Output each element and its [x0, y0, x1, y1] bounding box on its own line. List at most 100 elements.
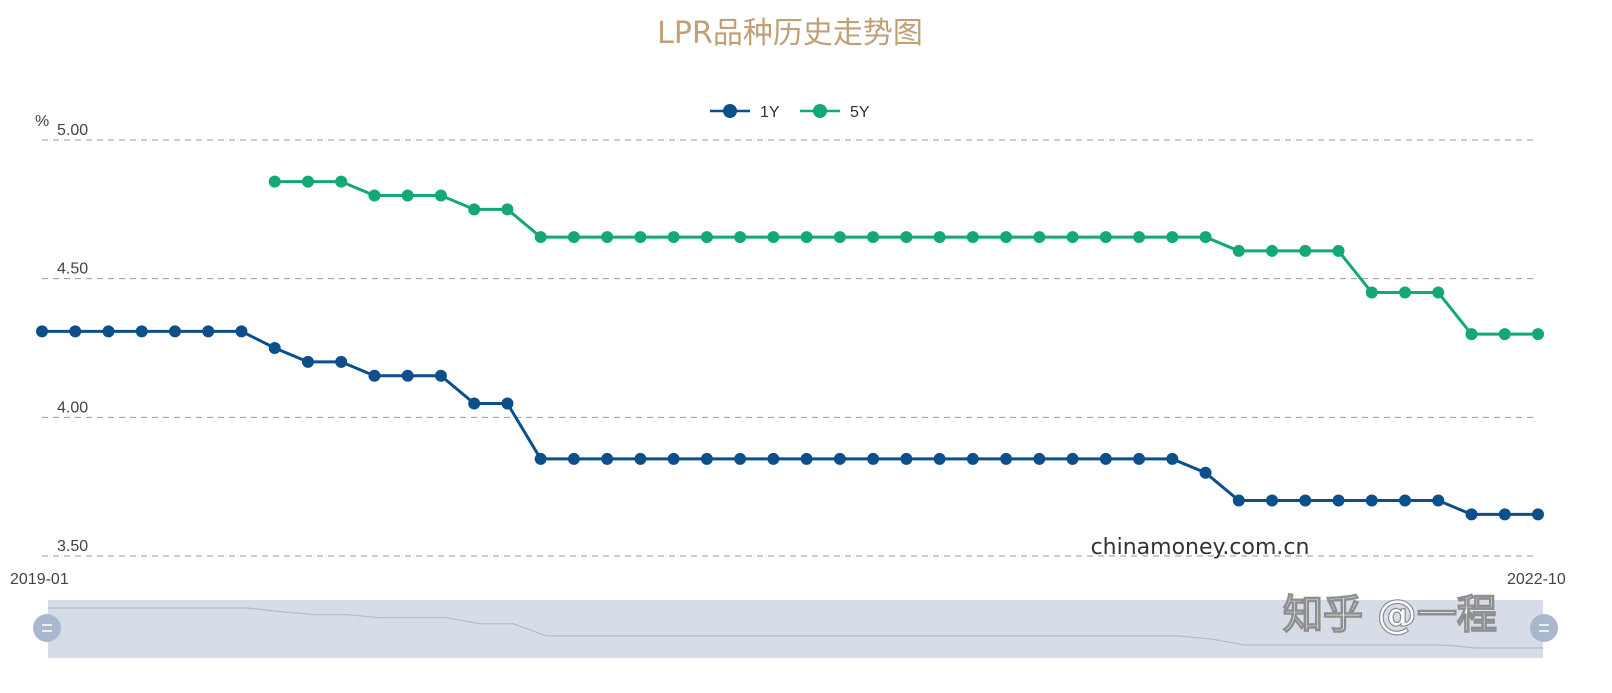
series-group — [36, 175, 1544, 521]
data-point-1y[interactable] — [833, 452, 846, 465]
data-point-1y[interactable] — [335, 355, 348, 368]
data-point-1y[interactable] — [168, 325, 181, 338]
data-point-1y[interactable] — [900, 452, 913, 465]
data-point-5y[interactable] — [667, 231, 680, 244]
data-point-5y[interactable] — [1066, 231, 1079, 244]
data-point-5y[interactable] — [800, 231, 813, 244]
data-point-5y[interactable] — [1166, 231, 1179, 244]
data-point-1y[interactable] — [1066, 452, 1079, 465]
data-point-5y[interactable] — [468, 203, 481, 216]
data-point-1y[interactable] — [1432, 494, 1445, 507]
data-point-1y[interactable] — [1199, 466, 1212, 479]
data-point-5y[interactable] — [933, 231, 946, 244]
data-point-5y[interactable] — [1432, 286, 1445, 299]
data-point-5y[interactable] — [1498, 328, 1511, 341]
data-point-1y[interactable] — [966, 452, 979, 465]
data-zoom-slider[interactable] — [33, 600, 1558, 658]
slider-track[interactable] — [48, 600, 1543, 658]
data-point-5y[interactable] — [700, 231, 713, 244]
y-tick-label: 5.00 — [57, 122, 88, 139]
data-point-1y[interactable] — [1133, 452, 1146, 465]
slider-handle-right-knob[interactable] — [1530, 614, 1558, 642]
data-point-5y[interactable] — [501, 203, 514, 216]
data-point-1y[interactable] — [1232, 494, 1245, 507]
data-point-1y[interactable] — [567, 452, 580, 465]
data-point-1y[interactable] — [202, 325, 215, 338]
data-point-1y[interactable] — [102, 325, 115, 338]
data-point-1y[interactable] — [268, 342, 281, 354]
data-point-5y[interactable] — [1332, 244, 1345, 257]
data-point-5y[interactable] — [434, 189, 447, 202]
data-point-1y[interactable] — [1365, 494, 1378, 507]
data-point-1y[interactable] — [534, 452, 547, 465]
data-point-1y[interactable] — [301, 355, 314, 368]
data-point-5y[interactable] — [1365, 286, 1378, 299]
data-point-1y[interactable] — [69, 325, 82, 338]
data-point-5y[interactable] — [1232, 244, 1245, 257]
data-point-5y[interactable] — [734, 231, 747, 244]
data-point-5y[interactable] — [601, 231, 614, 244]
data-point-1y[interactable] — [634, 452, 647, 465]
slider-handle-left[interactable] — [33, 614, 61, 642]
data-point-5y[interactable] — [634, 231, 647, 244]
data-point-1y[interactable] — [235, 325, 248, 338]
data-point-5y[interactable] — [301, 175, 314, 188]
data-point-1y[interactable] — [434, 369, 447, 382]
data-point-1y[interactable] — [1299, 494, 1312, 507]
data-point-5y[interactable] — [1199, 231, 1212, 244]
data-point-5y[interactable] — [1033, 231, 1046, 244]
data-point-1y[interactable] — [767, 452, 780, 465]
data-point-1y[interactable] — [1498, 508, 1511, 521]
data-point-5y[interactable] — [1099, 231, 1112, 244]
slider-handle-right[interactable] — [1530, 614, 1558, 642]
data-point-5y[interactable] — [767, 231, 780, 244]
data-point-1y[interactable] — [800, 452, 813, 465]
data-point-1y[interactable] — [368, 369, 381, 382]
data-point-5y[interactable] — [867, 231, 880, 244]
data-point-1y[interactable] — [468, 397, 481, 410]
y-tick-label: 3.50 — [57, 538, 88, 555]
data-point-1y[interactable] — [1099, 452, 1112, 465]
data-point-1y[interactable] — [667, 452, 680, 465]
data-point-5y[interactable] — [1133, 231, 1146, 244]
y-axis-ticks: 5.00 4.50 4.00 3.50 — [57, 122, 88, 555]
data-point-5y[interactable] — [1000, 231, 1013, 244]
data-point-5y[interactable] — [368, 189, 381, 202]
data-point-1y[interactable] — [700, 452, 713, 465]
data-point-1y[interactable] — [135, 325, 148, 338]
data-point-1y[interactable] — [1332, 494, 1345, 507]
data-point-1y[interactable] — [601, 452, 614, 465]
data-point-5y[interactable] — [900, 231, 913, 244]
legend-item-1y[interactable]: 1Y — [710, 104, 780, 121]
data-point-5y[interactable] — [1399, 286, 1412, 299]
data-point-5y[interactable] — [1266, 244, 1279, 257]
data-point-1y[interactable] — [401, 369, 414, 382]
legend[interactable]: 1Y 5Y — [710, 104, 870, 121]
data-point-1y[interactable] — [734, 452, 747, 465]
data-point-5y[interactable] — [1299, 244, 1312, 257]
data-point-1y[interactable] — [1033, 452, 1046, 465]
data-point-1y[interactable] — [501, 397, 514, 410]
data-point-1y[interactable] — [1266, 494, 1279, 507]
slider-handle-left-knob[interactable] — [33, 614, 61, 642]
legend-5y-label: 5Y — [850, 104, 870, 121]
data-point-5y[interactable] — [1532, 328, 1544, 341]
legend-item-5y[interactable]: 5Y — [800, 104, 870, 121]
data-point-1y[interactable] — [1399, 494, 1412, 507]
data-point-5y[interactable] — [534, 231, 547, 244]
data-point-1y[interactable] — [867, 452, 880, 465]
data-point-5y[interactable] — [401, 189, 414, 202]
data-point-1y[interactable] — [36, 325, 48, 338]
data-point-5y[interactable] — [335, 175, 348, 188]
data-point-1y[interactable] — [1465, 508, 1478, 521]
data-point-5y[interactable] — [833, 231, 846, 244]
data-point-5y[interactable] — [567, 231, 580, 244]
data-point-5y[interactable] — [1465, 328, 1478, 341]
data-point-1y[interactable] — [1000, 452, 1013, 465]
data-point-5y[interactable] — [966, 231, 979, 244]
data-point-1y[interactable] — [1532, 508, 1544, 521]
data-point-5y[interactable] — [268, 175, 281, 188]
data-point-1y[interactable] — [933, 452, 946, 465]
data-point-1y[interactable] — [1166, 452, 1179, 465]
